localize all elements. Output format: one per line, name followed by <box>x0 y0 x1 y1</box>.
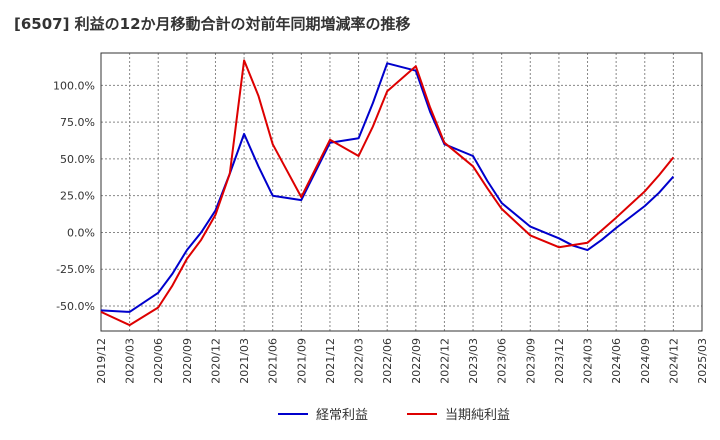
series-line-1 <box>100 62 675 313</box>
x-tick-label: 2023/09 <box>524 338 537 384</box>
x-tick-label: 2021/09 <box>295 338 308 384</box>
x-tick-label: 2024/03 <box>582 338 595 384</box>
x-tick-label: 2019/12 <box>95 338 108 384</box>
x-tick-label: 2020/06 <box>152 338 165 384</box>
x-tick-label: 2022/06 <box>381 338 394 384</box>
x-tick-label: 2024/09 <box>639 338 652 384</box>
x-tick-label: 2020/12 <box>209 338 222 384</box>
y-tick-label: 50.0% <box>60 153 95 166</box>
x-tick-label: 2022/09 <box>410 338 423 384</box>
x-tick-label: 2021/03 <box>238 338 251 384</box>
x-tick-label: 2025/03 <box>696 338 709 384</box>
series-layer <box>100 59 675 327</box>
x-tick-label: 2023/06 <box>496 338 509 384</box>
y-tick-label: 0.0% <box>67 226 95 239</box>
x-tick-label: 2021/06 <box>267 338 280 384</box>
legend-label-1: 経常利益 <box>316 408 368 423</box>
grid-layer <box>100 53 703 331</box>
x-tick-label: 2023/12 <box>553 338 566 384</box>
x-tick-label: 2024/06 <box>610 338 623 384</box>
chart-title: [6507] 利益の12か月移動合計の対前年同期増減率の推移 <box>14 15 411 33</box>
series-line-2 <box>100 59 675 327</box>
legend: 経常利益 当期純利益 <box>278 408 510 423</box>
axis-labels: 2019/12 2020/03 2020/06 2020/09 2020/12 2021/… <box>53 79 709 383</box>
y-tick-label: -50.0% <box>56 300 95 313</box>
y-tick-label: -25.0% <box>56 263 95 276</box>
x-tick-label: 2021/12 <box>324 338 337 384</box>
x-tick-label: 2022/03 <box>353 338 366 384</box>
x-tick-label: 2023/03 <box>467 338 480 384</box>
legend-label-2: 当期純利益 <box>445 408 510 423</box>
x-tick-label: 2024/12 <box>667 338 680 384</box>
x-tick-label: 2020/03 <box>124 338 137 384</box>
y-tick-label: 100.0% <box>53 79 95 92</box>
y-tick-label: 25.0% <box>60 190 95 203</box>
x-tick-label: 2022/12 <box>438 338 451 384</box>
x-tick-label: 2020/09 <box>181 338 194 384</box>
plot-frame <box>100 52 703 332</box>
y-tick-label: 75.0% <box>60 116 95 129</box>
